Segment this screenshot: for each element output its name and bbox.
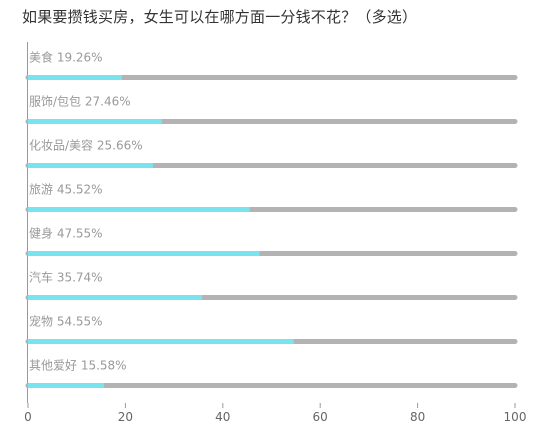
bar-row: 其他爱好 15.58% bbox=[25, 359, 518, 388]
chart-title: 如果要攒钱买房，女生可以在哪方面一分钱不花？（多选） bbox=[22, 8, 418, 26]
bar-label: 旅游 45.52% bbox=[29, 183, 103, 197]
bar-row: 健身 47.55% bbox=[25, 226, 518, 256]
x-tick-label: 0 bbox=[24, 410, 32, 424]
x-tick-label: 60 bbox=[313, 410, 328, 424]
bar-row: 宠物 54.55% bbox=[25, 314, 518, 344]
bar-row: 旅游 45.52% bbox=[25, 183, 518, 212]
bar-label: 健身 47.55% bbox=[29, 226, 103, 241]
bars-group: 美食 19.26% 服饰/包包 27.46% 化妆品/美容 25.66% 旅游 45.… bbox=[25, 50, 518, 388]
bar-row: 服饰/包包 27.46% bbox=[25, 95, 518, 124]
bar-row: 美食 19.26% bbox=[25, 50, 518, 80]
x-axis-ticks: 0 20 40 60 80 100 bbox=[24, 403, 526, 424]
x-tick-label: 20 bbox=[118, 410, 133, 424]
bar-label: 汽车 35.74% bbox=[29, 270, 103, 285]
x-tick-label: 40 bbox=[215, 410, 230, 424]
bar-label: 美食 19.26% bbox=[29, 50, 103, 65]
bar-label: 化妆品/美容 25.66% bbox=[29, 138, 143, 153]
bar-row: 汽车 35.74% bbox=[25, 270, 518, 300]
x-tick-label: 80 bbox=[410, 410, 425, 424]
bar-label: 其他爱好 15.58% bbox=[29, 359, 127, 373]
bar-label: 宠物 54.55% bbox=[29, 314, 103, 329]
bar-row: 化妆品/美容 25.66% bbox=[25, 138, 518, 168]
x-tick-label: 100 bbox=[504, 410, 527, 424]
bar-label: 服饰/包包 27.46% bbox=[29, 95, 131, 109]
